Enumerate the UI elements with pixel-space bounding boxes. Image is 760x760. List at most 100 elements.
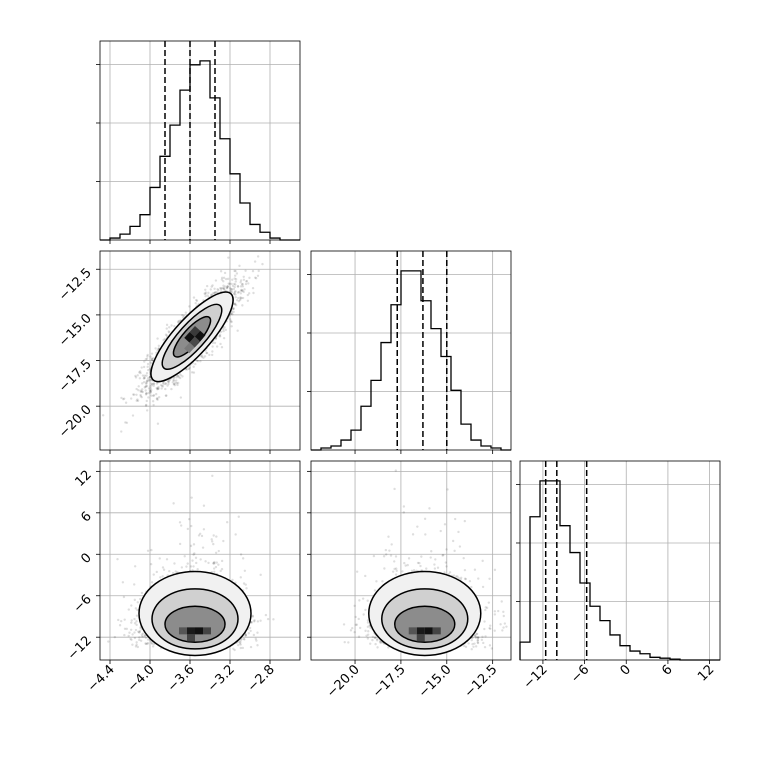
scatter-point (148, 389, 152, 392)
scatter-point (146, 379, 149, 383)
scatter-point (222, 287, 226, 290)
scatter-point (202, 528, 206, 531)
grid-lines (100, 251, 300, 450)
scatter-point (149, 391, 152, 394)
scatter-point (266, 617, 270, 621)
scatter-point (233, 285, 236, 289)
scatter-point (132, 393, 136, 396)
scatter-point (152, 394, 156, 397)
scatter-point (155, 570, 158, 574)
scatter-point (138, 638, 141, 642)
scatter-point (234, 303, 238, 307)
scatter-point (136, 399, 140, 402)
scatter-point (180, 566, 184, 569)
scatter-point (203, 292, 206, 295)
scatter-point (247, 292, 251, 295)
scatter-point (228, 318, 232, 321)
scatter-point (164, 382, 168, 385)
scatter-point (230, 325, 233, 328)
scatter-point (120, 396, 123, 400)
scatter-point (223, 289, 227, 292)
scatter-point (247, 282, 250, 285)
scatter-point (220, 567, 224, 571)
scatter-point (222, 327, 225, 331)
scatter-point (152, 573, 155, 576)
scatter-point (156, 397, 159, 400)
scatter-point (135, 643, 138, 647)
scatter-point (222, 276, 226, 280)
scatter-point (136, 374, 139, 377)
scatter-point (214, 337, 218, 341)
scatter-point (143, 634, 147, 638)
scatter-point (200, 354, 204, 357)
axes-frame (99, 250, 301, 451)
scatter-point (173, 382, 176, 386)
scatter-point (173, 325, 176, 328)
scatter-point (239, 296, 242, 299)
scatter-point (192, 365, 195, 368)
scatter-point (175, 382, 179, 385)
scatter-point (123, 627, 127, 630)
density-cell (189, 336, 201, 348)
scatter-point (194, 556, 198, 560)
scatter-point (150, 388, 153, 392)
scatter-point (229, 320, 233, 323)
scatter-point (252, 291, 255, 295)
scatter-point (131, 414, 135, 417)
scatter-point (236, 284, 240, 288)
scatter-point (222, 329, 225, 333)
scatter-point (200, 534, 204, 538)
scatter-point (138, 377, 142, 380)
scatter-point (251, 269, 255, 273)
scatter-point (165, 334, 169, 337)
scatter-point (210, 285, 213, 288)
scatter-point (225, 286, 229, 290)
scatter-point (181, 375, 184, 378)
scatter-point (231, 307, 235, 311)
scatter-point (228, 282, 231, 286)
scatter-point (131, 633, 134, 636)
scatter-point (144, 358, 148, 361)
scatter-point (204, 560, 207, 563)
scatter-point (254, 276, 257, 279)
scatter-point (185, 565, 188, 568)
scatter-point (244, 633, 248, 637)
scatter-point (128, 631, 131, 634)
scatter-point (233, 282, 236, 286)
scatter-point (122, 397, 126, 400)
scatter-point (179, 524, 183, 527)
scatter-point (145, 392, 148, 395)
scatter-point (214, 551, 218, 554)
scatter-point (231, 312, 234, 316)
scatter-point (176, 381, 180, 385)
scatter-point (182, 314, 185, 318)
scatter-point (130, 638, 133, 641)
scatter-point (230, 291, 234, 294)
scatter-point (251, 286, 255, 290)
scatter-point (222, 280, 225, 283)
scatter-point (145, 381, 148, 385)
scatter-point (233, 303, 237, 306)
scatter-point (159, 383, 163, 387)
scatter-point (223, 326, 226, 329)
scatter-point (170, 324, 173, 327)
scatter-point (231, 278, 234, 281)
scatter-point (107, 640, 110, 643)
scatter-point (254, 637, 258, 641)
scatter-point (190, 371, 194, 374)
scatter-point (148, 379, 151, 382)
scatter-point (213, 291, 217, 294)
scatter-point (234, 278, 238, 281)
scatter-point (147, 391, 151, 395)
scatter-point (241, 296, 245, 300)
scatter-point (155, 397, 159, 400)
scatter-point (242, 637, 246, 641)
scatter-point (172, 376, 175, 380)
scatter-point (222, 286, 225, 290)
scatter-point (214, 279, 218, 282)
scatter-point (251, 614, 254, 618)
scatter-point (165, 558, 169, 561)
scatter-point (230, 287, 233, 291)
scatter-point (201, 546, 205, 549)
